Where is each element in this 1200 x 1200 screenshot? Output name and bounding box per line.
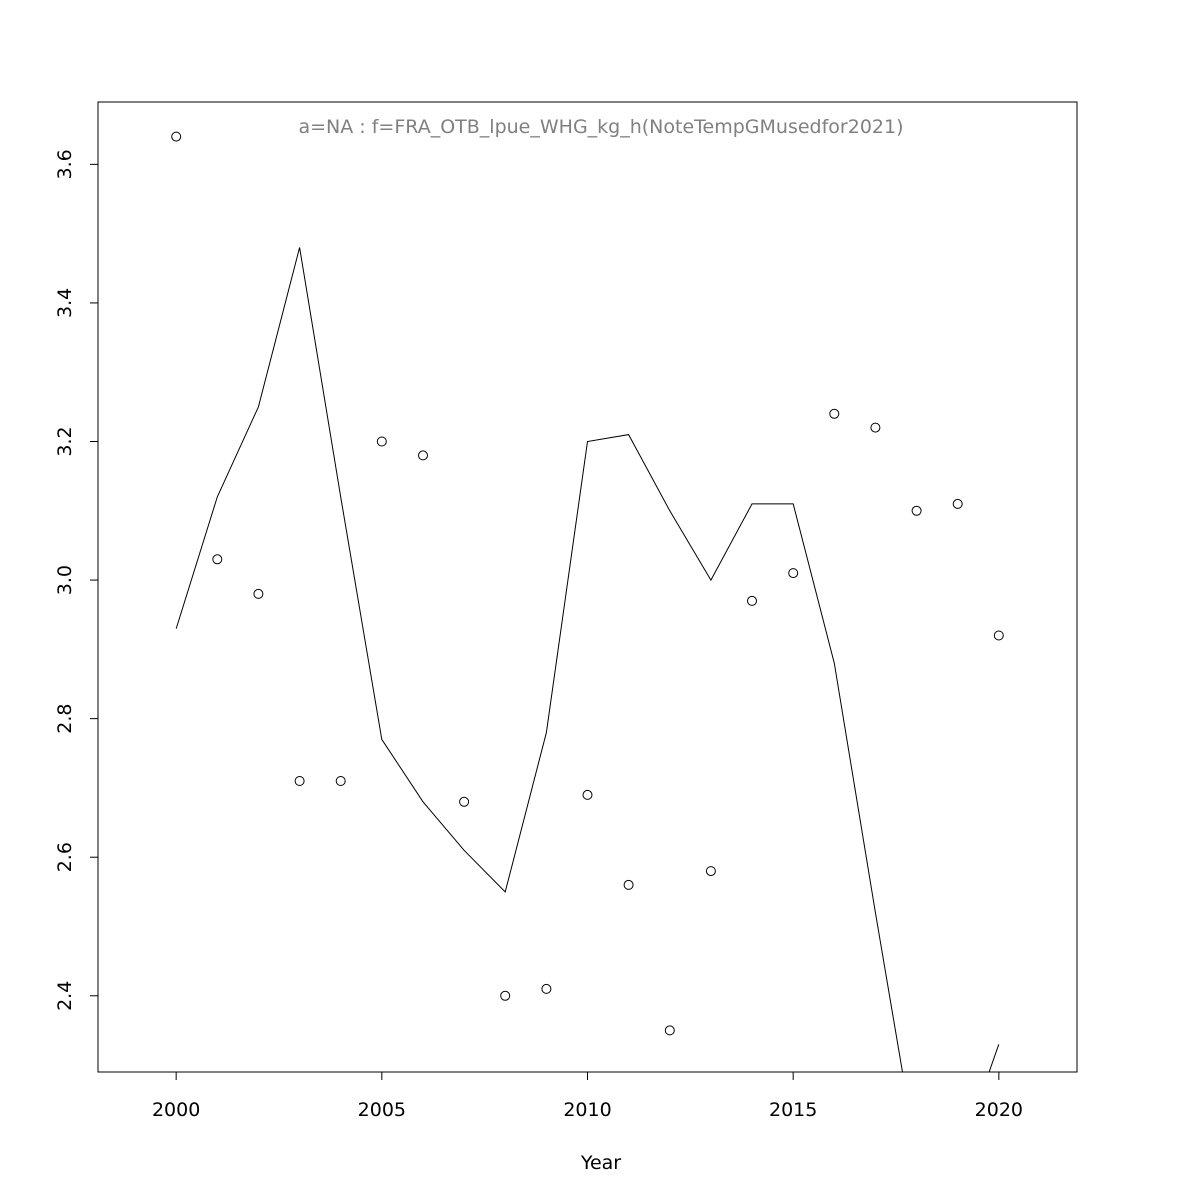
series-line [175, 247, 1000, 1072]
y-tick-label: 3.2 [54, 426, 76, 456]
data-point [418, 450, 428, 461]
data-point [171, 131, 182, 142]
x-tick-label: 2010 [563, 1099, 611, 1121]
y-tick-label: 3.4 [54, 288, 76, 318]
y-tick-label: 3.0 [54, 565, 76, 595]
data-point [376, 436, 387, 447]
data-point [335, 776, 346, 786]
data-point [829, 408, 840, 419]
data-point [705, 866, 716, 877]
plot-area [171, 131, 1004, 1072]
plot-frame [97, 101, 1078, 1073]
data-point [253, 588, 264, 599]
data-point [294, 776, 305, 786]
data-point [500, 990, 511, 1001]
x-tick-label: 2005 [358, 1099, 406, 1121]
x-tick-label: 2020 [975, 1099, 1023, 1121]
x-axis-label: Year [580, 1152, 621, 1174]
y-tick-label: 2.8 [54, 703, 76, 733]
data-point [582, 789, 593, 800]
data-point [747, 595, 757, 606]
data-point [623, 879, 634, 890]
data-point [212, 554, 223, 565]
data-point [459, 796, 470, 807]
data-point [664, 1025, 675, 1036]
x-tick-label: 2015 [769, 1099, 817, 1121]
data-point [911, 505, 922, 516]
data-point [952, 498, 963, 509]
data-point [788, 568, 799, 579]
chart-title: a=NA : f=FRA_OTB_lpue_WHG_kg_h(NoteTempG… [298, 116, 903, 138]
data-point [870, 422, 881, 433]
y-tick-label: 2.6 [54, 842, 76, 872]
y-tick-label: 3.6 [54, 149, 76, 179]
x-tick-label: 2000 [152, 1099, 200, 1121]
data-point [993, 630, 1004, 641]
data-point [541, 983, 552, 994]
y-tick-label: 2.4 [54, 981, 76, 1011]
